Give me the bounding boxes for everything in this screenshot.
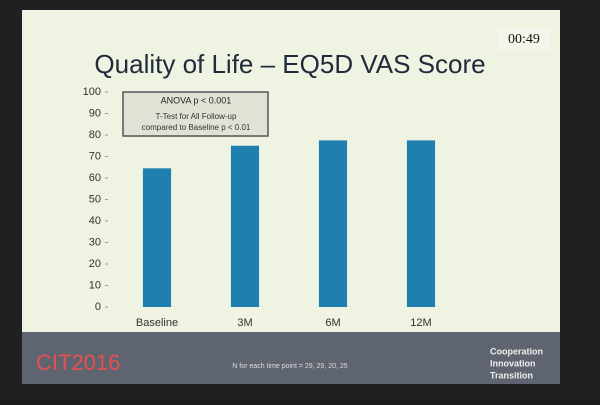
annotation-box <box>122 91 269 137</box>
y-tick-label: 80 <box>89 129 101 141</box>
timer-box <box>498 28 550 50</box>
bar <box>318 140 348 307</box>
x-tick-label: Baseline <box>136 317 178 329</box>
y-tick-label: 40 <box>89 215 101 227</box>
y-tick-label: 10 <box>89 279 101 291</box>
tagline: Cooperation <box>490 346 543 356</box>
timer: 00:49 <box>508 32 540 47</box>
y-tick-label: 20 <box>89 258 101 270</box>
tagline: Innovation <box>490 358 536 368</box>
annotation: compared to Baseline p < 0.01 <box>142 123 251 132</box>
x-tick-label: 12M <box>410 317 431 329</box>
bar <box>230 145 260 307</box>
x-tick-label: 3M <box>237 317 252 329</box>
logo: CIT2016 <box>36 350 120 375</box>
annotation: T-Test for All Follow-up <box>156 112 237 121</box>
y-tick-label: 0 <box>95 301 101 313</box>
bar <box>406 140 436 307</box>
chart-title: Quality of Life – EQ5D VAS Score <box>94 49 485 79</box>
y-tick-label: 90 <box>89 107 101 119</box>
footnote: N for each time point = 29, 29, 20, 25 <box>232 363 347 370</box>
bar <box>142 168 172 307</box>
annotation: ANOVA p < 0.001 <box>161 95 232 105</box>
slide-footer <box>22 332 560 384</box>
y-tick-label: 30 <box>89 236 101 248</box>
y-tick-label: 60 <box>89 172 101 184</box>
x-tick-label: 6M <box>325 317 340 329</box>
y-tick-label: 70 <box>89 150 101 162</box>
y-tick-label: 50 <box>89 193 101 205</box>
tagline: Transition <box>490 370 533 380</box>
slide <box>22 10 560 332</box>
y-tick-label: 100 <box>83 86 101 98</box>
